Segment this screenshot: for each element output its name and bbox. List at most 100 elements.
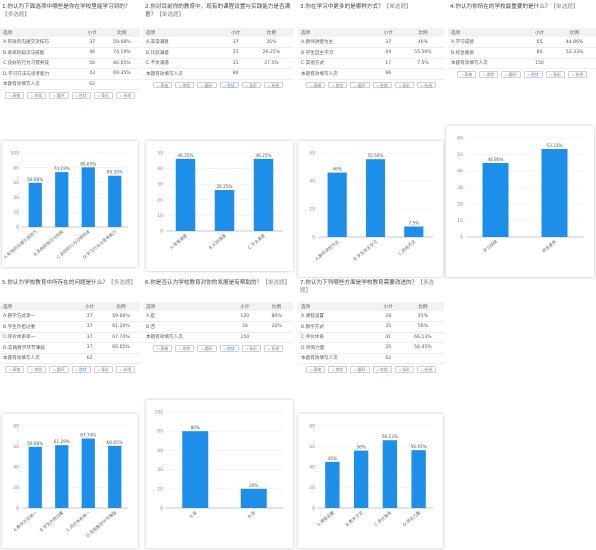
table-total-row: 本题有效填写人次 150 <box>448 58 596 69</box>
table-cell: D.师资力量 <box>298 342 375 354</box>
toolbar-button-line-chart[interactable]: ▫折线 <box>263 81 284 88</box>
table-header-cell: 选项 <box>143 28 222 37</box>
q5-table: 选项 小计 比例 A.教学方式单一 37 59.68% B.学生负担过重 37 61.29% C.… <box>0 302 140 364</box>
toolbar-button-bar-chart[interactable]: ▫柱状 <box>372 81 392 88</box>
toolbar-button-label: 条形 <box>402 367 410 372</box>
bar <box>411 450 426 508</box>
bar-h-icon: ▫ <box>245 346 249 351</box>
bar-chart-icon: ▫ <box>223 346 227 351</box>
y-tick-label: 0 <box>312 235 315 241</box>
toolbar-button-label: 条形 <box>249 82 257 88</box>
toolbar-button-bar-h[interactable]: ▫条形 <box>93 92 113 99</box>
toolbar-button-donut-chart[interactable]: ▫圆环 <box>350 366 370 373</box>
toolbar-button-line-chart[interactable]: ▫折线 <box>567 71 588 78</box>
bar <box>81 438 95 508</box>
toolbar-button-table[interactable]: ▫表格 <box>152 81 173 88</box>
data-label: 74.19% <box>54 166 70 171</box>
data-label: 53.33% <box>547 143 563 148</box>
toolbar-button-bar-chart[interactable]: ▫柱状 <box>71 366 91 373</box>
category-label: A.课程设置 <box>315 509 335 528</box>
toolbar-button-table[interactable]: ▫表格 <box>4 92 25 99</box>
toolbar-button-pie-chart[interactable]: ▫饼状 <box>175 345 195 352</box>
toolbar-button-line-chart[interactable]: ▫折线 <box>115 92 136 99</box>
table-icon: ▫ <box>156 82 160 88</box>
table-header-cell: 比例 <box>401 28 444 37</box>
toolbar-button-bar-chart[interactable]: ▫柱状 <box>523 71 543 78</box>
table-row: C.评价体系 41 66.13% <box>298 332 444 343</box>
toolbar-button-label: 柱状 <box>380 82 388 88</box>
q1-panel: 1.你认为下面选项中哪些是你在学校里能学习到的？【多选题】 选项 小计 比例 A.有效… <box>0 0 140 133</box>
toolbar-button-bar-chart[interactable]: ▫柱状 <box>219 345 239 352</box>
toolbar-button-bar-chart[interactable]: ▫柱状 <box>219 81 239 88</box>
toolbar-button-pie-chart[interactable]: ▫饼状 <box>479 71 499 78</box>
q1-toolbar: ▫表格 ▫饼状 ▫圆环 ▫柱状 ▫条形 ▫折线 <box>0 90 140 101</box>
table-cell: 59.68% <box>103 37 140 48</box>
toolbar-button-bar-h[interactable]: ▫条形 <box>241 345 261 352</box>
toolbar-button-bar-chart[interactable]: ▫柱状 <box>71 92 91 99</box>
chart7: 0 20 40 60 80 45% A.课程设置 56% B.教学方式 66.13% C.评价体系 5… <box>309 424 433 528</box>
bar <box>28 446 42 508</box>
toolbar-button-bar-h[interactable]: ▫条形 <box>394 81 414 88</box>
table-icon: ▫ <box>8 93 12 98</box>
table-cell: B.综合素质 <box>448 47 526 59</box>
table-cell: 69.35% <box>103 68 140 80</box>
bar <box>175 158 196 231</box>
table-cell: 41 <box>374 332 402 343</box>
toolbar-button-table[interactable]: ▫表格 <box>305 366 326 373</box>
bar <box>365 159 386 237</box>
y-tick-label: 80 <box>13 424 19 430</box>
toolbar-button-line-chart[interactable]: ▫折线 <box>416 366 437 373</box>
table-cell: 43 <box>80 68 104 80</box>
y-tick-label: 20 <box>157 197 163 203</box>
toolbar-button-line-chart[interactable]: ▫折线 <box>115 366 136 373</box>
toolbar-button-pie-chart[interactable]: ▫饼状 <box>27 366 47 373</box>
toolbar-button-bar-chart[interactable]: ▫柱状 <box>372 366 392 373</box>
y-tick-label: 0 <box>16 225 19 231</box>
data-label: 26.25% <box>217 184 233 189</box>
toolbar-button-donut-chart[interactable]: ▫圆环 <box>49 92 69 99</box>
total-value: 80 <box>221 68 250 80</box>
pie-chart-icon: ▫ <box>332 82 335 88</box>
toolbar-button-pie-chart[interactable]: ▫饼状 <box>328 81 348 88</box>
data-label: 69.35% <box>107 170 123 175</box>
q5-qtype: 【多选题】 <box>108 280 137 286</box>
toolbar-button-table[interactable]: ▫表格 <box>4 366 25 373</box>
toolbar-button-bar-h[interactable]: ▫条形 <box>241 81 261 88</box>
q2-qtype: 【单选题】 <box>156 11 185 18</box>
toolbar-button-pie-chart[interactable]: ▫饼状 <box>328 366 348 373</box>
toolbar-button-table[interactable]: ▫表格 <box>305 81 326 88</box>
total-value: 62 <box>77 353 102 364</box>
table-row: A.非常满意 37 35% <box>143 37 293 48</box>
toolbar-button-donut-chart[interactable]: ▫圆环 <box>350 81 370 88</box>
table-cell: A.有效的沟通交流技巧 <box>0 37 81 48</box>
bar <box>81 167 95 227</box>
bar <box>214 190 235 231</box>
toolbar-button-label: 折线 <box>424 367 433 372</box>
chart7-panel: 0 20 40 60 80 45% A.课程设置 56% B.教学方式 66.13% C.评价体系 5… <box>298 414 443 548</box>
toolbar-button-pie-chart[interactable]: ▫饼状 <box>27 92 47 99</box>
category-label: C.评价体系 <box>373 509 394 528</box>
toolbar-button-table[interactable]: ▫表格 <box>152 345 173 352</box>
data-label: 66.13% <box>382 434 398 439</box>
total-label: 本题有效填写人次 <box>298 68 375 80</box>
y-tick-label: 0 <box>460 235 463 241</box>
toolbar-button-line-chart[interactable]: ▫折线 <box>416 81 437 88</box>
toolbar-button-label: 表格 <box>160 82 169 88</box>
y-tick-label: 60 <box>309 444 315 450</box>
toolbar-button-pie-chart[interactable]: ▫饼状 <box>175 81 195 88</box>
toolbar-button-bar-h[interactable]: ▫条形 <box>93 366 113 373</box>
toolbar-button-donut-chart[interactable]: ▫圆环 <box>197 345 217 352</box>
toolbar-button-donut-chart[interactable]: ▫圆环 <box>501 71 521 78</box>
table-total-row: 本题有效填写人次 96 <box>298 68 444 80</box>
toolbar-button-table[interactable]: ▫表格 <box>456 71 477 78</box>
table-cell: 61.29% <box>101 321 140 333</box>
toolbar-button-line-chart[interactable]: ▫折线 <box>263 345 284 352</box>
table-header-row: 选项 小计 比例 <box>298 28 444 37</box>
toolbar-button-donut-chart[interactable]: ▫圆环 <box>197 81 217 88</box>
toolbar-button-label: 饼状 <box>182 346 191 351</box>
toolbar-button-donut-chart[interactable]: ▫圆环 <box>49 366 69 373</box>
data-label: 46.25% <box>256 153 272 158</box>
toolbar-button-bar-h[interactable]: ▫条形 <box>394 366 414 373</box>
toolbar-button-bar-h[interactable]: ▫条形 <box>545 71 565 78</box>
toolbar-button-label: 条形 <box>553 72 561 77</box>
